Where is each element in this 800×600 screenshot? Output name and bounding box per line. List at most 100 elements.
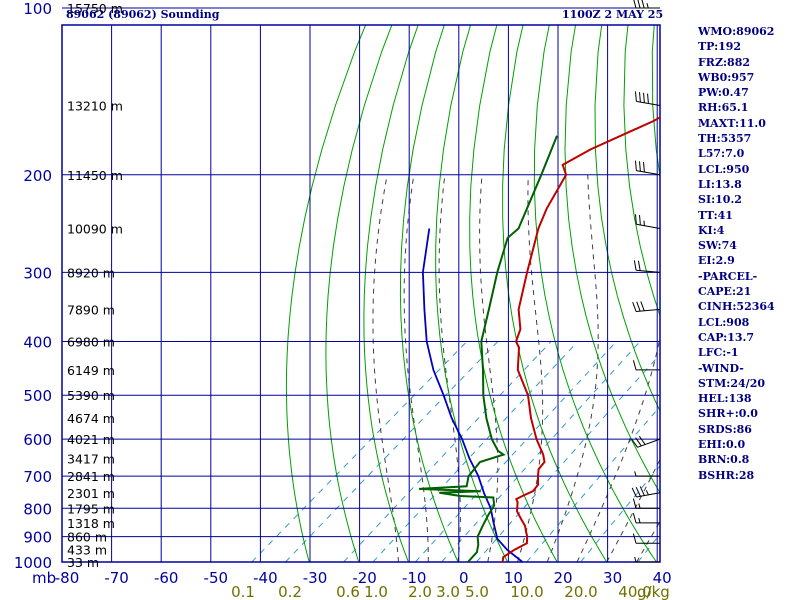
mixing-ratio-unit-label: g/kg (637, 583, 670, 600)
wind-barb-flag (640, 301, 645, 311)
height-label: 4674 m (67, 411, 115, 426)
height-label: 6980 m (67, 335, 115, 350)
temperature-tick-label: -30 (303, 569, 328, 587)
wind-barb-flag (631, 487, 637, 498)
moist-adiabat-line (546, 174, 599, 562)
wind-barb-flag (638, 517, 641, 524)
mixing-ratio-line (476, 353, 660, 562)
temperature-tick-label: 30 (603, 569, 622, 587)
mixing-ratio-tick-label: 40.0 (618, 583, 651, 600)
temperature-tick-label: -50 (204, 569, 229, 587)
wind-barb (634, 91, 661, 107)
wind-barb-flag (632, 301, 637, 312)
wind-barb (632, 513, 660, 524)
wind-barb-flag (633, 260, 637, 271)
index-item: STM:24/20 (698, 376, 765, 390)
time-title: 1100Z 2 MAY 25 (562, 8, 664, 21)
wind-barb-flag (633, 0, 637, 9)
temperature-tick-label: -70 (104, 569, 129, 587)
height-label: 8920 m (67, 265, 115, 280)
parcel-trace (421, 228, 524, 562)
wind-barb-flag (636, 301, 641, 312)
wind-barb (634, 471, 660, 477)
index-item: CAP:13.7 (698, 330, 755, 344)
wind-barb-flag (637, 260, 641, 271)
wind-barb-flag (632, 498, 637, 509)
temperature-tick-label: 10 (504, 569, 523, 587)
wind-barb (634, 557, 660, 563)
temperature-tick-label: 20 (553, 569, 572, 587)
wind-barb-flag (634, 214, 637, 225)
wind-barb (633, 260, 661, 273)
pressure-tick-label: 300 (23, 264, 52, 282)
pressure-tick-label: 800 (23, 500, 52, 518)
wind-barb-flag (634, 471, 637, 477)
wind-barb-flag (643, 162, 645, 173)
dry-adiabat-line (533, 25, 658, 562)
index-item: -PARCEL- (698, 269, 758, 283)
wind-barb (632, 360, 660, 371)
index-item: TP:192 (698, 40, 742, 54)
pressure-unit-label: mb (32, 569, 56, 587)
pressure-tick-label: 200 (23, 167, 52, 185)
wind-barb (632, 301, 661, 313)
wind-barb-flag (639, 214, 641, 226)
height-label: 10090 m (67, 221, 123, 236)
wind-barb-flag (632, 513, 637, 524)
index-item: HEL:138 (698, 392, 752, 406)
mixing-ratio-tick-label: 0.1 (231, 583, 255, 600)
index-item: LI:13.8 (698, 177, 742, 191)
mixing-ratio-tick-label: 20.0 (564, 583, 597, 600)
temperature-tick-label: -20 (352, 569, 377, 587)
moist-adiabat-line (576, 334, 660, 562)
temperature-tick-label: -60 (154, 569, 179, 587)
index-item: WMO:89062 (698, 25, 775, 38)
index-item: MAXT:11.0 (698, 116, 766, 130)
pressure-tick-label: 100 (23, 0, 52, 18)
wind-barb-flag (647, 93, 649, 104)
index-item: LCL:950 (698, 162, 750, 176)
wind-barb-flag (643, 92, 645, 103)
wind-barb-flag (638, 503, 641, 509)
dry-adiabat-line (363, 25, 419, 562)
temperature-tick-label: -10 (402, 569, 427, 587)
height-label: 13210 m (67, 99, 123, 114)
mixing-ratio-tick-label: 0.6 (336, 583, 360, 600)
wind-barb-flag (635, 486, 641, 497)
wind-barb-flag (645, 490, 649, 496)
index-item: TT:41 (698, 208, 733, 222)
wind-barb (634, 214, 661, 229)
dewpoint-trace (418, 135, 558, 562)
height-label: 4021 m (67, 432, 115, 447)
dry-adiabat-line (502, 25, 608, 562)
wind-barb-flag (638, 436, 646, 445)
index-item: KI:4 (698, 223, 725, 237)
wind-barb-flag (632, 360, 637, 371)
moist-adiabat-line (517, 174, 544, 562)
index-item: CAPE:21 (698, 285, 752, 299)
index-item: BSHR:28 (698, 468, 755, 482)
temperature-pressure-grid (61, 7, 661, 563)
dry-adiabat-line (285, 25, 367, 562)
height-label: 433 m (67, 543, 107, 558)
dry-adiabat-line (782, 0, 800, 574)
height-label: 2841 m (67, 469, 115, 484)
parcel-line (421, 228, 524, 562)
height-label: 860 m (67, 530, 107, 545)
moist-adiabat-line (372, 174, 399, 562)
dry-adiabat-line (564, 25, 660, 494)
index-item: SRDS:86 (698, 422, 752, 436)
height-label: 3417 m (67, 451, 115, 466)
dry-adiabat-line (623, 25, 660, 318)
height-label: 15750 m (67, 1, 123, 16)
mixing-ratio-line (372, 341, 579, 562)
pressure-tick-label: 1000 (14, 554, 52, 572)
wind-barb-flag (641, 0, 645, 9)
mixing-ratio-tick-label: 0.2 (278, 583, 302, 600)
mixing-ratio-tick-label: 10.0 (510, 583, 543, 600)
mixing-ratio-tick-label: 5.0 (465, 583, 489, 600)
wind-barb (631, 436, 661, 448)
index-item: -WIND- (698, 361, 744, 375)
